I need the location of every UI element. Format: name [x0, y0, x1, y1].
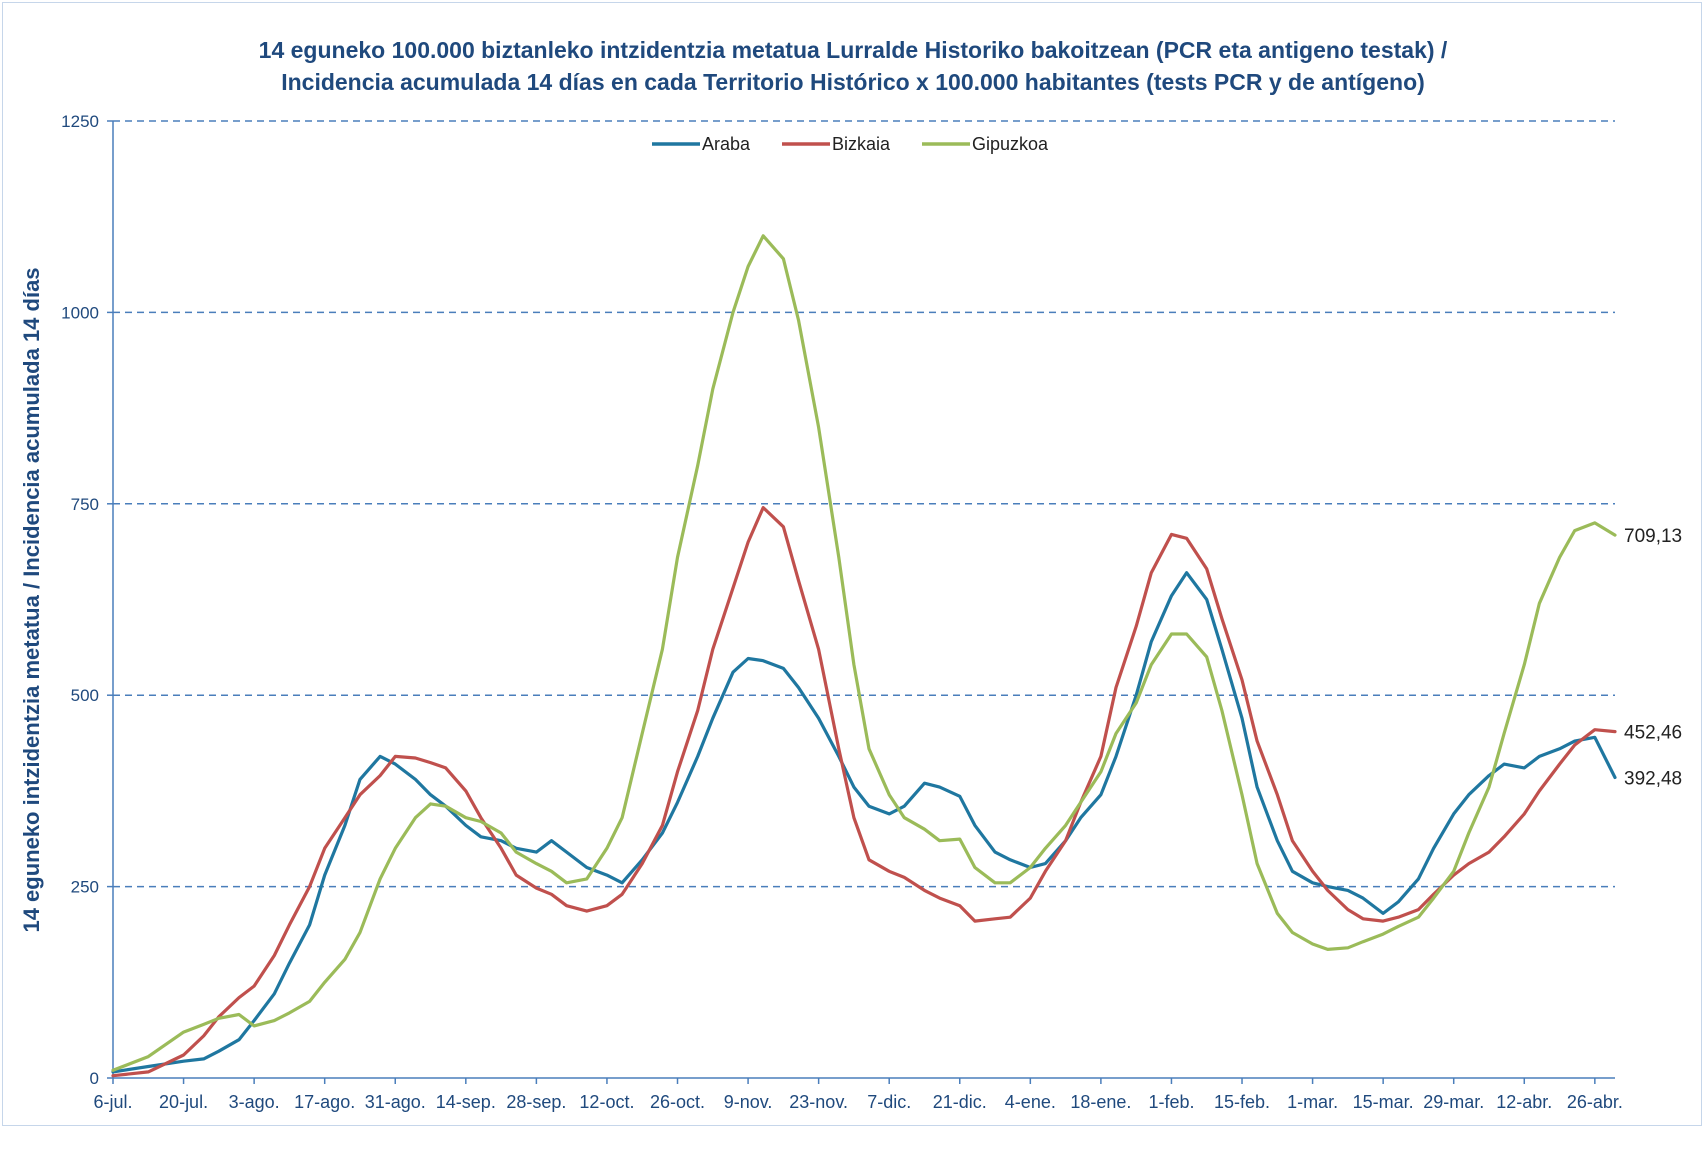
x-tick-label: 6-jul. — [93, 1092, 132, 1112]
chart-title: 14 eguneko 100.000 biztanleko intzidentz… — [259, 37, 1448, 63]
series-line-araba — [111, 571, 1617, 1074]
y-tick-label: 250 — [71, 878, 99, 897]
x-tick-label: 31-ago. — [365, 1092, 426, 1112]
x-tick-label: 23-nov. — [789, 1092, 848, 1112]
legend-label-araba: Araba — [702, 134, 751, 154]
x-tick-label: 26-abr. — [1567, 1092, 1623, 1112]
y-axis-title: 14 eguneko intzidentzia metatua / Incide… — [19, 267, 44, 932]
end-labels: 392,48 452,46 709,13 — [1624, 526, 1682, 789]
x-tick-label: 12-oct. — [579, 1092, 634, 1112]
y-tick-label: 500 — [71, 686, 99, 705]
x-tick-label: 1-mar. — [1287, 1092, 1338, 1112]
x-tick-label: 3-ago. — [229, 1092, 280, 1112]
chart-subtitle: Incidencia acumulada 14 días en cada Ter… — [281, 69, 1425, 95]
chart-frame — [2, 2, 1702, 1126]
x-tick-label: 4-ene. — [1005, 1092, 1056, 1112]
x-tick-label: 17-ago. — [294, 1092, 355, 1112]
end-label-araba: 392,48 — [1624, 769, 1682, 790]
y-tick-label: 0 — [90, 1069, 99, 1088]
x-tick-label: 14-sep. — [436, 1092, 496, 1112]
series-lines — [111, 234, 1617, 1078]
x-tick-label: 28-sep. — [506, 1092, 566, 1112]
y-tick-label: 1000 — [61, 303, 99, 322]
axes: 0 250 500 750 1000 1250 6-jul. 20-jul. 3-ago. 17-… — [61, 112, 1623, 1112]
x-tick-label: 21-dic. — [933, 1092, 987, 1112]
x-tick-label: 7-dic. — [867, 1092, 911, 1112]
series-line-bizkaia — [111, 506, 1617, 1078]
x-tick-label: 26-oct. — [650, 1092, 705, 1112]
x-tick-label: 12-abr. — [1496, 1092, 1552, 1112]
x-tick-label: 15-feb. — [1214, 1092, 1270, 1112]
y-tick-label: 750 — [71, 495, 99, 514]
legend: Araba Bizkaia Gipuzkoa — [652, 134, 1049, 154]
legend-label-bizkaia: Bizkaia — [832, 134, 891, 154]
y-tick-label: 1250 — [61, 112, 99, 131]
x-tick-label: 1-feb. — [1148, 1092, 1194, 1112]
x-tick-label: 29-mar. — [1423, 1092, 1484, 1112]
x-tick-label: 15-mar. — [1353, 1092, 1414, 1112]
x-tick-label: 9-nov. — [724, 1092, 773, 1112]
end-label-bizkaia: 452,46 — [1624, 723, 1682, 744]
gridlines — [113, 120, 1615, 888]
legend-label-gipuzkoa: Gipuzkoa — [972, 134, 1049, 154]
series-line-gipuzkoa — [111, 234, 1617, 1072]
end-label-gipuzkoa: 709,13 — [1624, 526, 1682, 547]
x-tick-label: 20-jul. — [159, 1092, 208, 1112]
x-tick-label: 18-ene. — [1070, 1092, 1131, 1112]
